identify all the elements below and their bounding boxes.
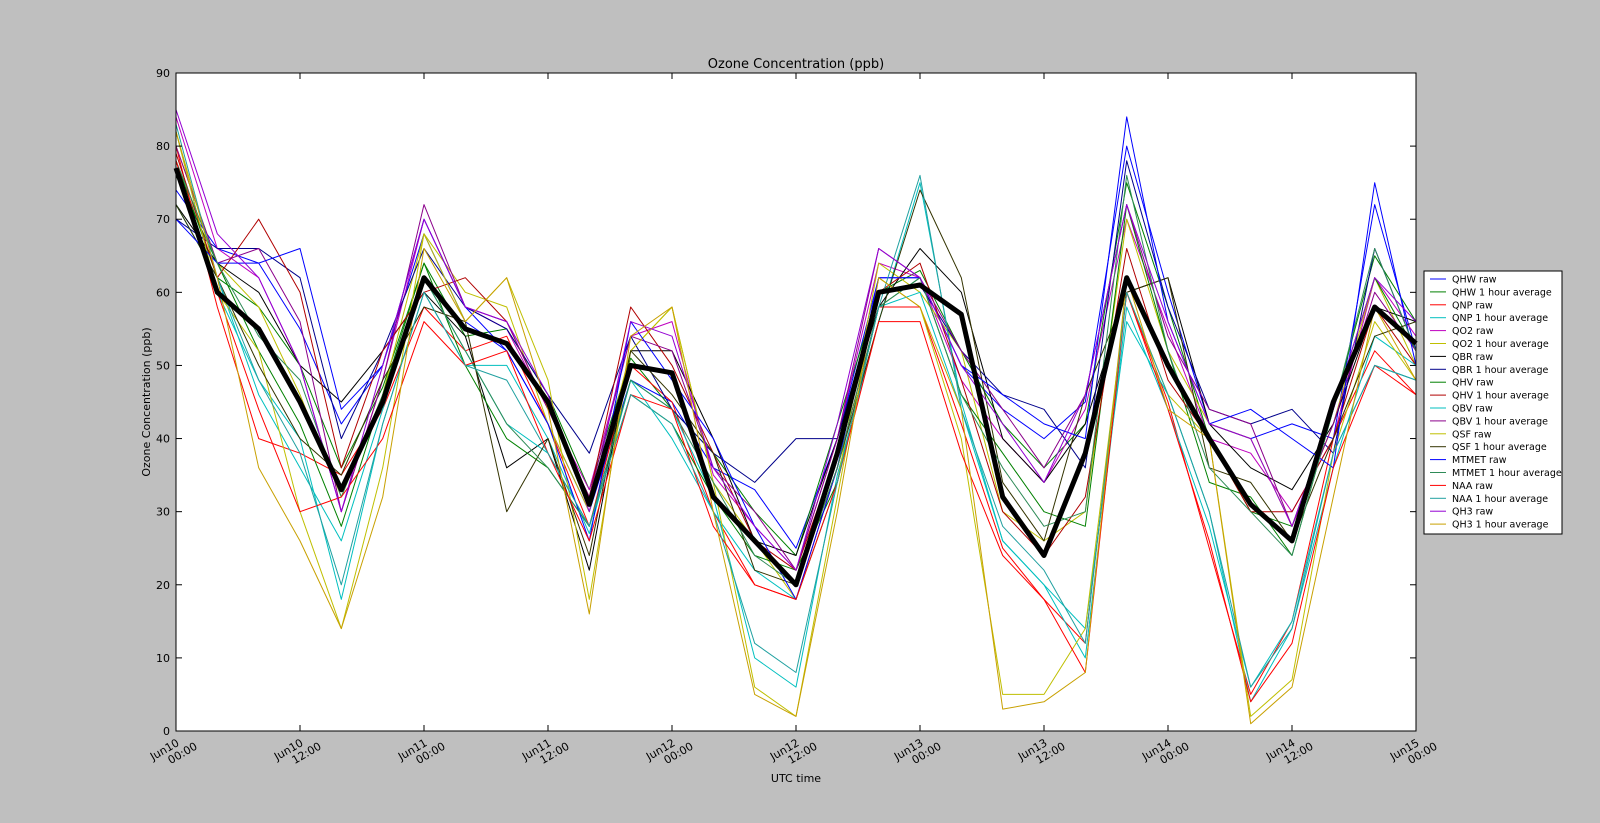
y-tick-label: 30: [156, 506, 170, 519]
y-tick-label: 0: [163, 725, 170, 738]
legend-label: QBV raw: [1452, 404, 1493, 415]
y-tick-label: 50: [156, 359, 170, 372]
x-tick-label: Jun1400:00: [1139, 729, 1191, 774]
x-tick-label: Jun1312:00: [1015, 729, 1067, 774]
x-tick-label: Jun1012:00: [271, 729, 323, 774]
legend-label: QHV 1 hour average: [1452, 391, 1549, 402]
y-axis-label: Ozone Concentration (ppb): [140, 327, 153, 476]
x-tick-label: Jun1300:00: [891, 729, 943, 774]
legend-label: QHW raw: [1452, 275, 1497, 286]
legend-label: QNP 1 hour average: [1452, 313, 1548, 324]
legend-label: QBR raw: [1452, 352, 1493, 363]
y-tick-label: 20: [156, 579, 170, 592]
legend-label: QSF raw: [1452, 429, 1492, 440]
chart-title: Ozone Concentration (ppb): [708, 57, 884, 72]
legend-label: QO2 1 hour average: [1452, 339, 1549, 350]
x-tick-label: Jun1500:00: [1387, 729, 1439, 774]
y-tick-label: 70: [156, 213, 170, 226]
legend-label: QO2 raw: [1452, 326, 1494, 337]
y-tick-label: 90: [156, 67, 170, 80]
y-tick-label: 60: [156, 286, 170, 299]
legend-label: NAA 1 hour average: [1452, 494, 1548, 505]
x-tick-label: Jun1100:00: [395, 729, 447, 774]
legend-label: MTMET raw: [1452, 455, 1507, 466]
legend-label: QBR 1 hour average: [1452, 365, 1549, 376]
legend-label: NAA raw: [1452, 481, 1493, 492]
x-tick-label: Jun1200:00: [643, 729, 695, 774]
series-line: [173, 167, 1418, 588]
plot-area: [176, 73, 1416, 731]
legend-label: QHV raw: [1452, 378, 1494, 389]
y-tick-label: 80: [156, 140, 170, 153]
legend-label: QHW 1 hour average: [1452, 287, 1552, 298]
legend-label: QH3 raw: [1452, 507, 1493, 518]
plot: [173, 109, 1418, 725]
y-tick-label: 10: [156, 652, 170, 665]
legend-label: QH3 1 hour average: [1452, 520, 1549, 531]
x-tick-label: Jun1000:00: [147, 729, 199, 774]
series-line: [175, 109, 1417, 571]
x-tick-label: Jun1112:00: [519, 729, 571, 774]
x-axis-label: UTC time: [771, 772, 821, 785]
legend-label: MTMET 1 hour average: [1452, 468, 1562, 479]
legend-box: [1423, 270, 1563, 535]
x-tick-label: Jun1412:00: [1263, 729, 1315, 774]
x-tick-label: Jun1212:00: [767, 729, 819, 774]
series-line: [175, 160, 1417, 703]
y-tick-label: 40: [156, 433, 170, 446]
legend-label: QSF 1 hour average: [1452, 442, 1547, 453]
series-line: [175, 124, 1417, 688]
legend-label: QNP raw: [1452, 300, 1493, 311]
legend-label: QBV 1 hour average: [1452, 416, 1548, 427]
